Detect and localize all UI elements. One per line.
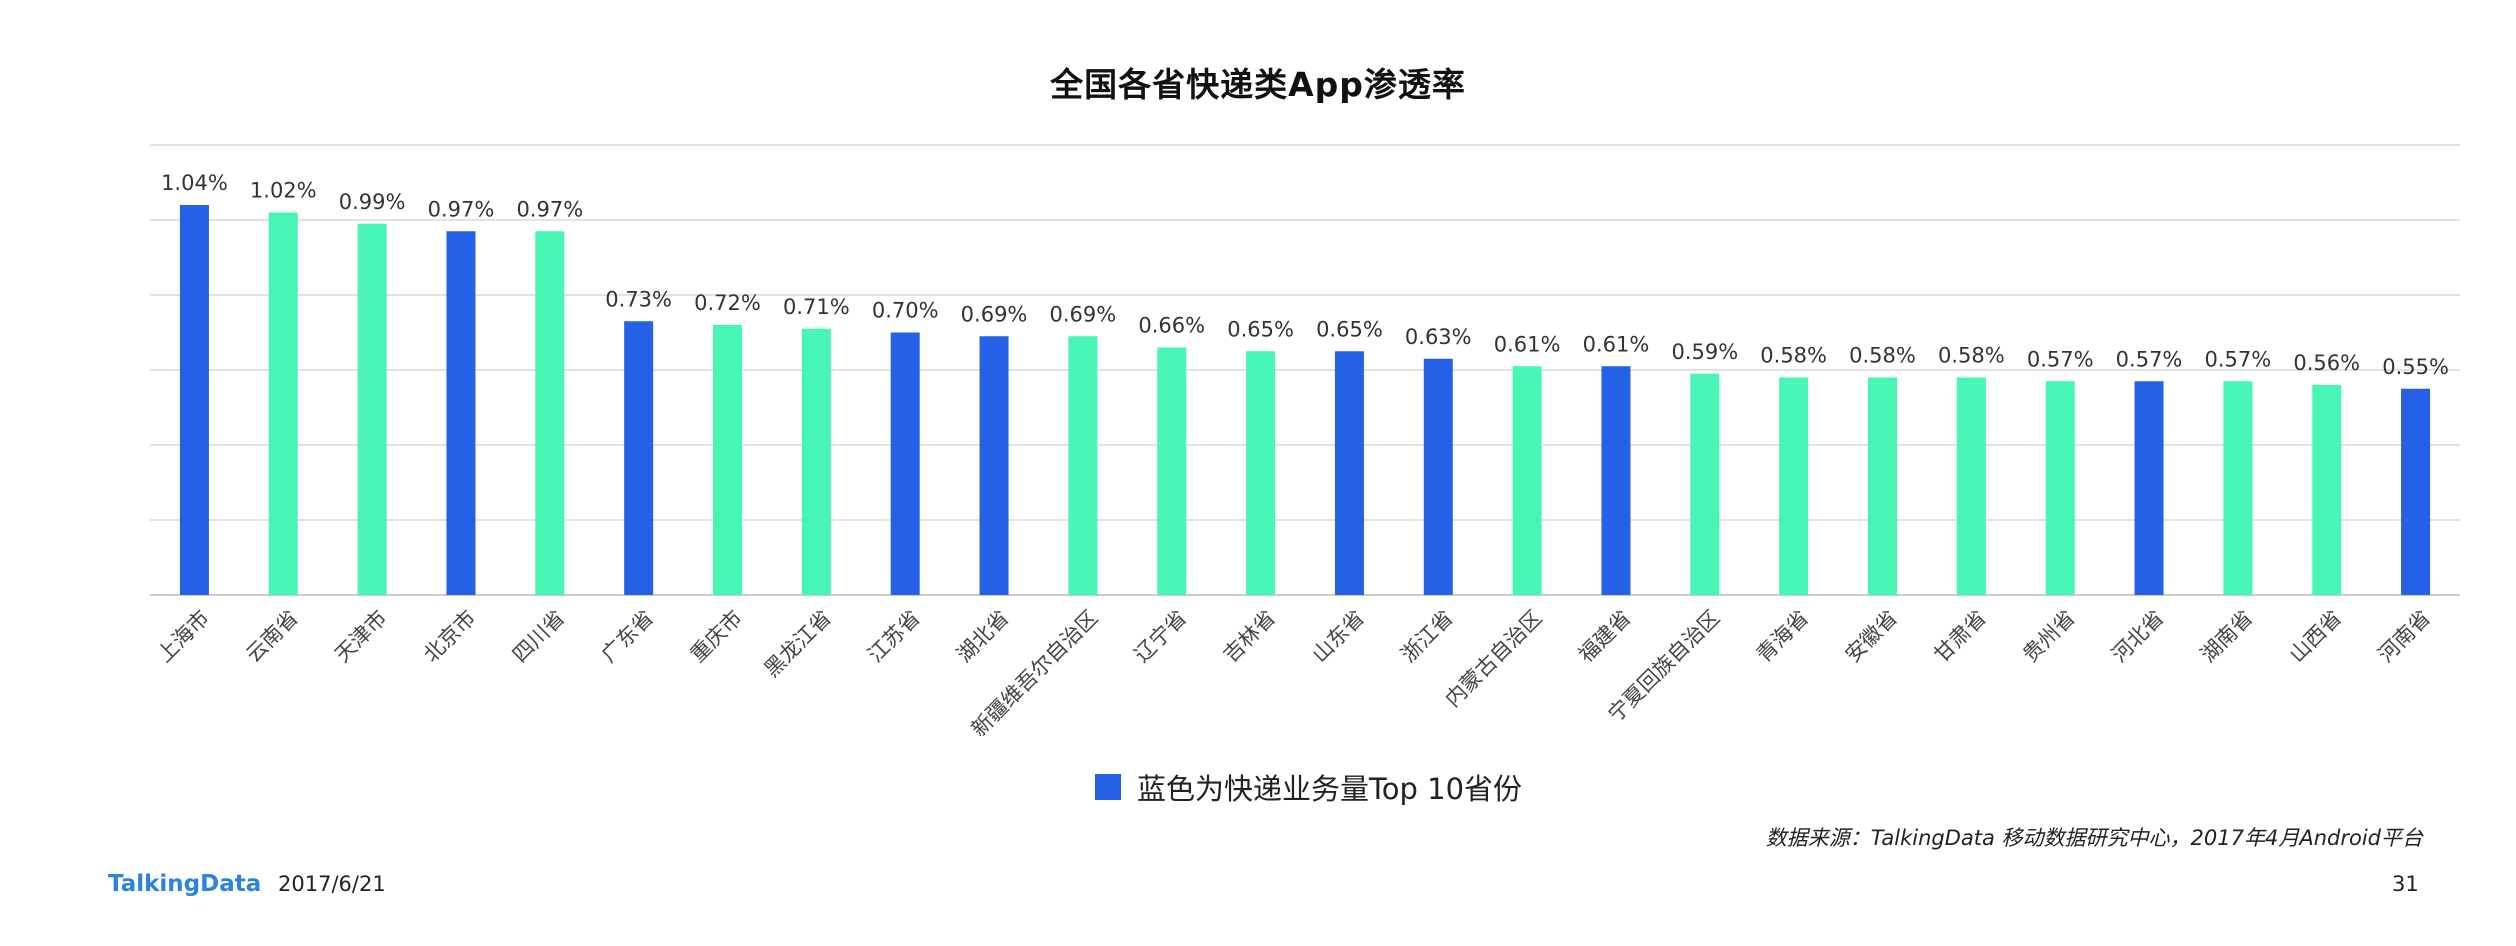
chart-title: 全国各省快递类App渗透率 bbox=[1050, 65, 1466, 104]
x-tick-label: 湖南省 bbox=[2196, 606, 2258, 668]
x-tick-label: 福建省 bbox=[1574, 606, 1636, 668]
bar bbox=[1779, 377, 1809, 595]
bar bbox=[2223, 381, 2253, 595]
bar bbox=[1423, 358, 1453, 595]
bar bbox=[1868, 377, 1897, 595]
x-tick-label: 湖北省 bbox=[952, 606, 1014, 668]
x-tick-label: 安徽省 bbox=[1841, 606, 1903, 668]
bar bbox=[179, 205, 209, 595]
data-label: 0.69% bbox=[1050, 302, 1117, 326]
x-tick-label: 贵州省 bbox=[2018, 606, 2080, 668]
x-tick-label: 河北省 bbox=[2107, 606, 2169, 668]
bar bbox=[1068, 336, 1098, 595]
x-tick-label: 浙江省 bbox=[1396, 606, 1458, 668]
bar bbox=[1157, 347, 1187, 595]
x-tick-label: 山东省 bbox=[1307, 606, 1369, 668]
bar bbox=[1601, 366, 1631, 595]
data-label: 0.58% bbox=[1760, 344, 1827, 368]
legend-swatch bbox=[1095, 774, 1121, 800]
data-label: 0.59% bbox=[1671, 340, 1738, 364]
x-tick-label: 广东省 bbox=[597, 606, 659, 668]
x-tick-label: 甘肃省 bbox=[1929, 606, 1991, 668]
data-label: 0.61% bbox=[1583, 332, 1650, 356]
report-date: 2017/6/21 bbox=[278, 872, 386, 896]
x-tick-label: 河南省 bbox=[2374, 606, 2436, 668]
data-label: 0.63% bbox=[1405, 325, 1472, 349]
bar bbox=[535, 231, 565, 595]
data-label: 0.71% bbox=[783, 295, 850, 319]
legend: 蓝色为快递业务量Top 10省份 bbox=[1095, 766, 1522, 808]
x-tick-label: 云南省 bbox=[241, 606, 303, 668]
data-label: 0.61% bbox=[1494, 332, 1561, 356]
x-tick-label: 四川省 bbox=[508, 606, 570, 668]
x-tick-label: 江苏省 bbox=[863, 606, 925, 668]
bar-chart: 1.04% 上海市 1.02% 云南省 0.99% 天津市 0.97% 北京市 0.97% 四川省… bbox=[150, 144, 2460, 741]
page-number: 31 bbox=[2392, 872, 2419, 896]
x-tick-label: 北京市 bbox=[419, 606, 481, 668]
bar bbox=[624, 321, 654, 595]
legend-label: 蓝色为快递业务量Top 10省份 bbox=[1137, 772, 1523, 806]
bar bbox=[1246, 351, 1276, 595]
bar bbox=[713, 325, 742, 595]
bar bbox=[1334, 351, 1364, 595]
bar bbox=[890, 332, 920, 595]
bar bbox=[801, 328, 831, 595]
data-label: 0.55% bbox=[2382, 355, 2449, 379]
data-label: 0.56% bbox=[2293, 351, 2360, 375]
data-label: 0.58% bbox=[1849, 344, 1916, 368]
bar bbox=[1690, 373, 1720, 595]
x-tick-label: 黑龙江省 bbox=[760, 606, 836, 682]
bar bbox=[268, 212, 298, 595]
data-label: 0.58% bbox=[1938, 344, 2005, 368]
x-tick-label: 吉林省 bbox=[1219, 606, 1281, 668]
x-tick-label: 青海省 bbox=[1752, 606, 1814, 668]
brand-logo: TalkingData bbox=[108, 871, 262, 897]
data-label: 0.57% bbox=[2027, 347, 2094, 371]
data-label: 0.70% bbox=[872, 299, 939, 323]
data-label: 0.57% bbox=[2205, 347, 2272, 371]
x-tick-label: 天津市 bbox=[330, 606, 392, 668]
data-label: 0.65% bbox=[1316, 317, 1383, 341]
bar bbox=[446, 231, 476, 595]
x-tick-label: 辽宁省 bbox=[1130, 606, 1192, 668]
data-label: 0.72% bbox=[694, 291, 761, 315]
data-label: 0.99% bbox=[339, 190, 406, 214]
bar bbox=[357, 223, 387, 595]
bar bbox=[2134, 381, 2164, 595]
bar bbox=[1956, 377, 1986, 595]
data-label: 1.04% bbox=[161, 171, 228, 195]
data-label: 0.69% bbox=[961, 302, 1028, 326]
bar bbox=[2312, 385, 2342, 595]
bar bbox=[2401, 388, 2431, 595]
x-tick-label: 山西省 bbox=[2285, 606, 2347, 668]
bar bbox=[979, 336, 1009, 595]
x-tick-label: 重庆市 bbox=[686, 606, 748, 668]
data-label: 0.97% bbox=[428, 197, 495, 221]
data-source-note: 数据来源：TalkingData 移动数据研究中心，2017年4月Android… bbox=[1765, 826, 2423, 850]
data-label: 0.73% bbox=[605, 287, 672, 311]
x-tick-label: 上海市 bbox=[152, 606, 214, 668]
bar bbox=[2045, 381, 2075, 595]
data-label: 1.02% bbox=[250, 179, 317, 203]
data-label: 0.66% bbox=[1138, 314, 1205, 338]
bar bbox=[1512, 366, 1542, 595]
data-label: 0.97% bbox=[516, 197, 583, 221]
data-label: 0.65% bbox=[1227, 317, 1294, 341]
data-label: 0.57% bbox=[2116, 347, 2183, 371]
